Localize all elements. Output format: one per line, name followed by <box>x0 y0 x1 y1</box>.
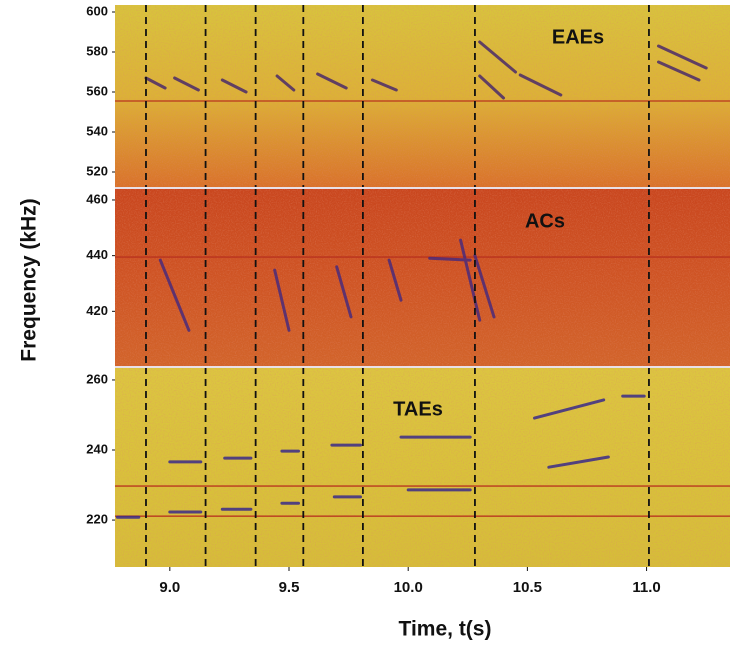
x-tick-label: 10.0 <box>394 579 423 596</box>
y-axis-label: Frequency (kHz) <box>18 198 41 361</box>
y-tick-label: 260 <box>86 371 108 386</box>
y-tick-label: 580 <box>86 43 108 58</box>
y-tick-label: 560 <box>86 83 108 98</box>
panel-texture <box>115 367 730 567</box>
x-tick-label: 10.5 <box>513 579 542 596</box>
x-tick-label: 9.0 <box>159 579 180 596</box>
y-tick-label: 600 <box>86 3 108 18</box>
mode-trace <box>144 40 708 100</box>
y-tick-label: 520 <box>86 163 108 178</box>
x-axis-label: Time, t(s) <box>399 618 492 641</box>
y-tick-label: 440 <box>86 247 108 262</box>
y-tick-label: 220 <box>86 512 108 527</box>
panel-annotation: TAEs <box>393 398 443 420</box>
y-tick-label: 540 <box>86 123 108 138</box>
mode-trace <box>115 394 646 519</box>
x-tick-label: 9.5 <box>279 579 300 596</box>
y-tick-label: 460 <box>86 191 108 206</box>
x-tick-label: 11.0 <box>632 579 660 596</box>
panel-texture <box>115 5 730 188</box>
mode-trace <box>158 238 496 332</box>
y-tick-label: 420 <box>86 303 108 318</box>
panel-annotation: ACs <box>525 210 565 232</box>
panel-texture <box>115 188 730 367</box>
y-tick-label: 240 <box>86 441 108 456</box>
panel-annotation: EAEs <box>552 26 604 48</box>
